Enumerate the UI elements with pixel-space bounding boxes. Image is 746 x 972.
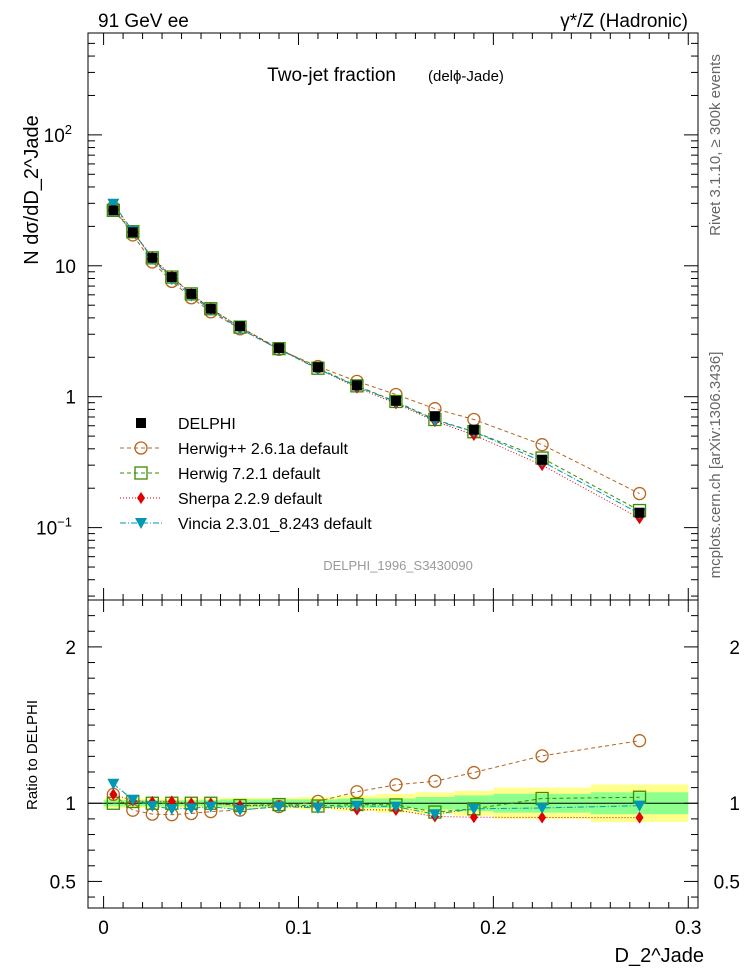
legend-label: Herwig++ 2.6.1a default xyxy=(178,441,348,458)
data-point xyxy=(537,454,548,465)
y-tick-exponent: 2 xyxy=(65,122,72,137)
x-tick-label: 0.1 xyxy=(285,918,311,939)
side-label-mcplots: mcplots.cern.ch [arXiv:1306.3436] xyxy=(707,352,724,579)
y-axis-label: N dσ/dD_2^Jade xyxy=(21,115,43,265)
legend-label: Herwig 7.2.1 default xyxy=(178,466,321,483)
data-point xyxy=(186,288,197,299)
header-right: γ*/Z (Hadronic) xyxy=(560,11,688,32)
ratio-tick-label: 2 xyxy=(65,638,76,659)
legend-marker xyxy=(134,441,148,455)
ratio-point xyxy=(428,809,441,821)
legend-label: Vincia 2.3.01_8.243 default xyxy=(178,516,372,533)
ratio-tick-label-right: 0.5 xyxy=(714,872,740,893)
legend-marker xyxy=(137,492,145,504)
series-point xyxy=(535,438,549,452)
series-line-main xyxy=(112,206,640,495)
side-label-rivet: Rivet 3.1.10, ≥ 300k events xyxy=(707,54,724,236)
ratio-point xyxy=(389,778,403,792)
legend: DELPHI Herwig++ 2.6.1a default Herwig 7.2.… xyxy=(120,416,372,533)
ratio-point xyxy=(126,794,139,806)
ratio-point xyxy=(146,800,159,812)
chart-title: Two-jet fraction xyxy=(267,65,396,86)
y-tick-base: 10 xyxy=(55,257,76,278)
y-tick-label: 10 xyxy=(55,257,76,278)
data-point xyxy=(273,343,284,354)
ratio-point xyxy=(635,811,644,824)
x-axis-label: D_2^Jade xyxy=(615,945,704,967)
ratio-tick-label: 0.5 xyxy=(50,872,76,893)
ratio-point xyxy=(311,802,324,814)
legend-marker xyxy=(135,518,147,529)
ratio-point xyxy=(185,803,198,815)
ratio-point xyxy=(535,749,549,763)
y-tick-exponent: −1 xyxy=(57,515,72,530)
ratio-axis-label: Ratio to DELPHI xyxy=(24,700,41,810)
ratio-point xyxy=(350,800,363,812)
ratio-point xyxy=(165,803,178,815)
ratio-point xyxy=(107,778,120,790)
ratio-tick-label-right: 1 xyxy=(729,794,740,815)
data-point xyxy=(205,303,216,314)
ratio-point xyxy=(536,802,549,814)
data-point xyxy=(108,205,119,216)
legend-marker xyxy=(134,466,148,480)
data-point xyxy=(634,507,645,518)
x-tick-label: 0.2 xyxy=(480,918,506,939)
data-point xyxy=(468,424,479,435)
ratio-point xyxy=(538,811,547,824)
ratio-point xyxy=(272,801,285,813)
chart-subtitle: (delϕ-Jade) xyxy=(428,68,504,85)
legend-label: Sherpa 2.2.9 default xyxy=(178,491,323,508)
y-tick-base: 10 xyxy=(36,519,57,540)
data-point xyxy=(390,395,401,406)
data-point xyxy=(429,411,440,422)
ratio-tick-label: 1 xyxy=(65,794,76,815)
data-point xyxy=(312,362,323,373)
ratio-tick-label-right: 2 xyxy=(729,638,740,659)
data-point xyxy=(127,227,138,238)
data-point xyxy=(147,252,158,263)
ratio-point xyxy=(234,805,247,817)
y-tick-base: 1 xyxy=(65,388,76,409)
header-left: 91 GeV ee xyxy=(98,11,189,32)
data-point xyxy=(235,321,246,332)
ratio-point xyxy=(350,785,364,799)
ratio-point xyxy=(467,803,480,815)
x-tick-label: 0.3 xyxy=(675,918,701,939)
data-series xyxy=(108,205,645,518)
series-point xyxy=(632,486,647,501)
ratio-point xyxy=(632,734,647,748)
data-point xyxy=(351,380,362,391)
series-point xyxy=(107,198,120,210)
series-line-main xyxy=(112,206,640,519)
data-point xyxy=(166,272,177,283)
analysis-watermark: DELPHI_1996_S3430090 xyxy=(323,558,473,573)
legend-marker xyxy=(136,418,146,428)
y-tick-label: 1 xyxy=(65,388,76,409)
ratio-point xyxy=(467,765,481,780)
ratio-point xyxy=(109,788,118,801)
ratio-point xyxy=(633,800,646,812)
y-tick-label: 102 xyxy=(44,122,72,147)
x-tick-label: 0 xyxy=(98,918,109,939)
legend-label: DELPHI xyxy=(178,416,236,433)
ratio-point xyxy=(469,811,478,824)
y-tick-base: 10 xyxy=(44,126,65,147)
y-tick-label: 10−1 xyxy=(36,515,72,540)
ratio-plot-frame xyxy=(87,599,699,909)
ratio-point xyxy=(204,801,217,813)
ratio-point xyxy=(428,774,442,788)
ratio-point xyxy=(389,801,402,813)
